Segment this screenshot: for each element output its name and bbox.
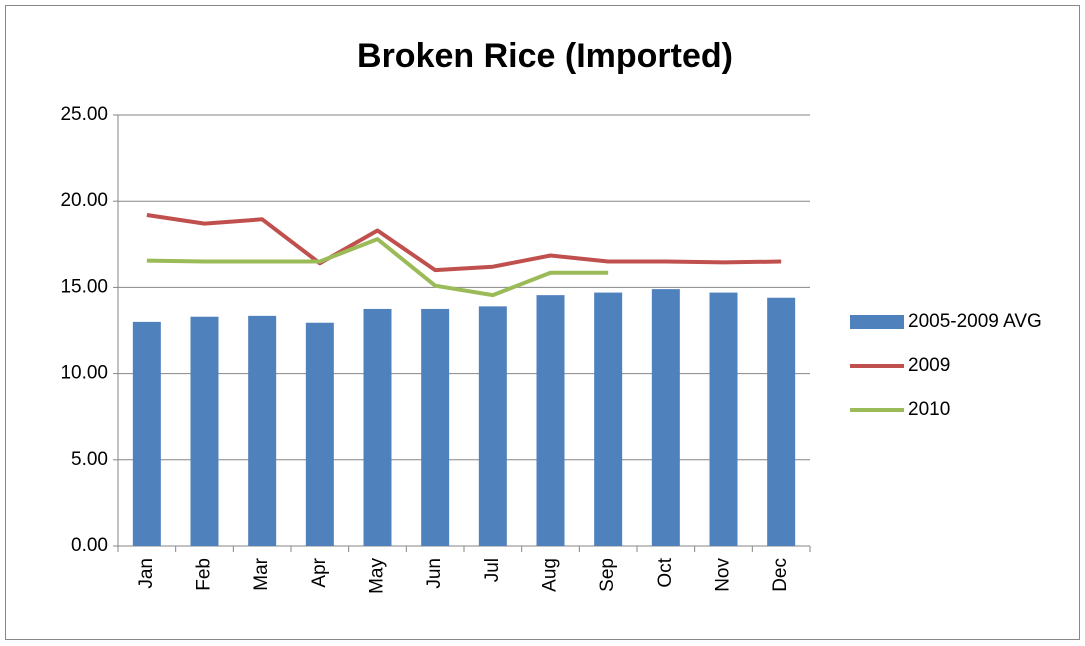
- x-tick-label: Jun: [424, 558, 445, 589]
- x-tick-label: Feb: [194, 558, 215, 591]
- bar: [305, 322, 334, 546]
- bar: [594, 292, 623, 546]
- chart-title: Broken Rice (Imported): [357, 37, 733, 75]
- bar: [709, 292, 738, 546]
- x-tick-label: May: [367, 558, 388, 594]
- x-tick-label: Jul: [482, 558, 503, 582]
- y-tick-label: 5.00: [71, 449, 108, 470]
- bar: [478, 306, 507, 546]
- y-tick-label: 20.00: [60, 190, 108, 211]
- y-tick-label: 0.00: [71, 535, 108, 556]
- bar: [190, 316, 219, 546]
- y-tick-label: 10.00: [60, 363, 108, 384]
- bar: [363, 308, 392, 546]
- bar: [767, 297, 796, 546]
- legend-label: 2010: [908, 399, 950, 420]
- x-tick-label: Dec: [770, 558, 791, 592]
- y-tick-label: 25.00: [60, 104, 108, 125]
- x-tick-label: Mar: [251, 557, 272, 590]
- x-tick-label: Aug: [540, 558, 561, 592]
- legend-label: 2005-2009 AVG: [908, 311, 1042, 332]
- y-tick-label: 15.00: [60, 276, 108, 297]
- bar: [421, 308, 450, 546]
- x-tick-label: Jan: [136, 558, 157, 589]
- bar: [248, 315, 277, 546]
- bar: [651, 289, 680, 546]
- line-series: [146, 237, 609, 298]
- legend-label: 2009: [908, 355, 950, 376]
- line-series: [146, 213, 782, 273]
- bar: [536, 295, 565, 546]
- x-tick-label: Nov: [713, 558, 734, 592]
- x-tick-label: Apr: [309, 557, 330, 587]
- x-tick-label: Sep: [597, 558, 618, 592]
- legend-swatch: [850, 315, 904, 329]
- bar: [132, 321, 161, 546]
- x-tick-label: Oct: [655, 557, 676, 587]
